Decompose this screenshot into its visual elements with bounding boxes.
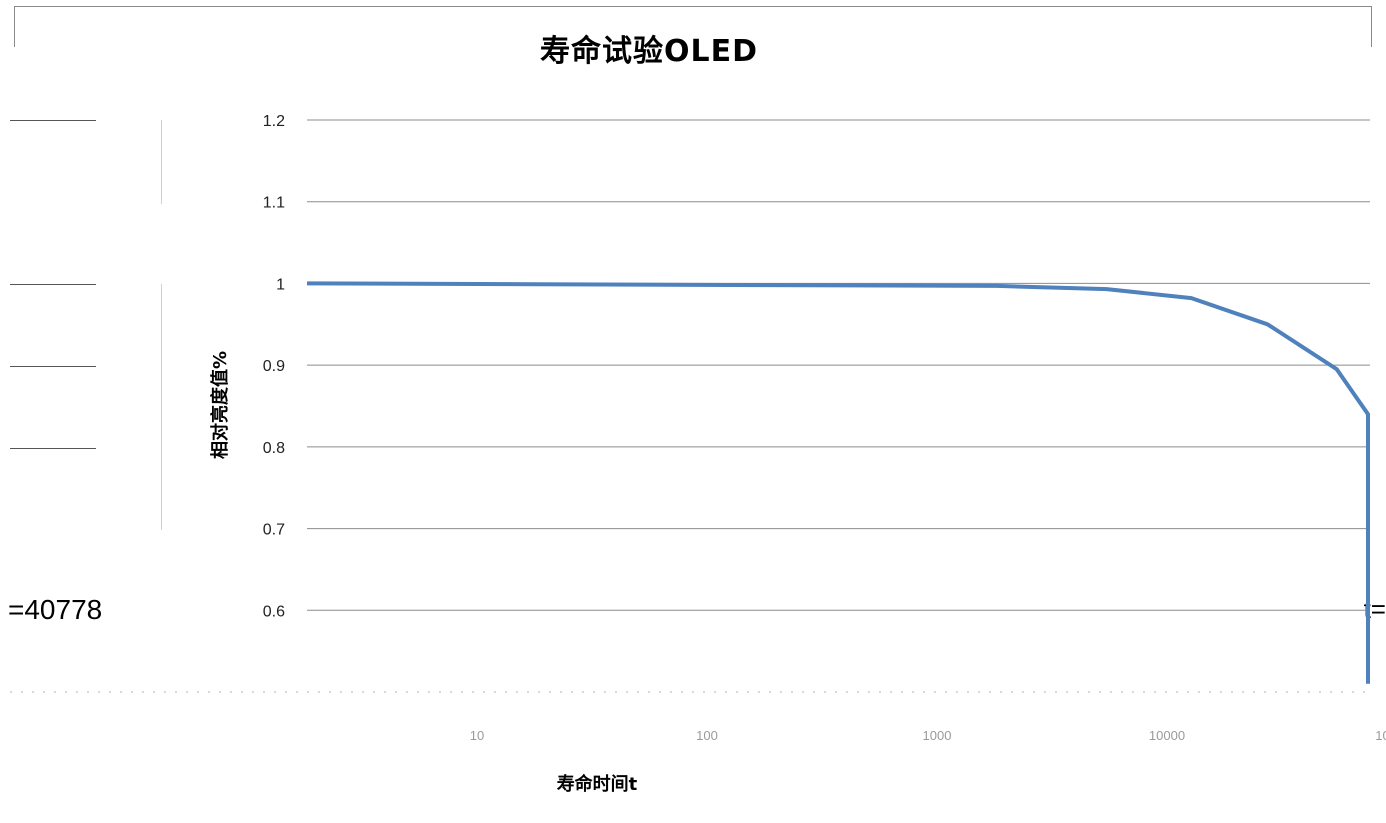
x-tick-label: 100 (696, 728, 718, 743)
series-layer (306, 281, 1370, 684)
left-decor-vline (161, 284, 162, 530)
y-tick-label: 1.2 (263, 113, 285, 130)
left-decor-line (10, 366, 96, 367)
series-line (306, 281, 1370, 684)
y-tick-label: 0.6 (263, 603, 285, 620)
left-decor-line (10, 284, 96, 285)
y-tick-label: 0.7 (263, 522, 285, 539)
y-tick-label: 1.1 (263, 195, 285, 212)
x-axis-ticks: 10 100 1000 10000 100000 (470, 728, 1386, 743)
y-tick-label: 1 (276, 276, 285, 293)
y-tick-label: 0.8 (263, 440, 285, 457)
x-tick-label: 100000 (1375, 728, 1386, 743)
chart-border (14, 6, 1372, 47)
left-decor-vline (161, 120, 162, 204)
x-tick-label: 10 (470, 728, 484, 743)
left-decor-line (10, 448, 96, 449)
side-value-left: =40778 (8, 594, 103, 625)
x-tick-label: 1000 (923, 728, 952, 743)
y-tick-label: 0.9 (263, 358, 285, 375)
x-tick-label: 10000 (1149, 728, 1185, 743)
y-axis-ticks: 1.2 1.1 1 0.9 0.8 0.7 0.6 (263, 113, 285, 620)
y-axis-title: 相对亮度值% (209, 351, 231, 459)
left-decor-line (10, 120, 96, 121)
x-axis-title: 寿命时间t (557, 773, 638, 795)
chart-title: 寿命试验OLED (540, 34, 759, 69)
